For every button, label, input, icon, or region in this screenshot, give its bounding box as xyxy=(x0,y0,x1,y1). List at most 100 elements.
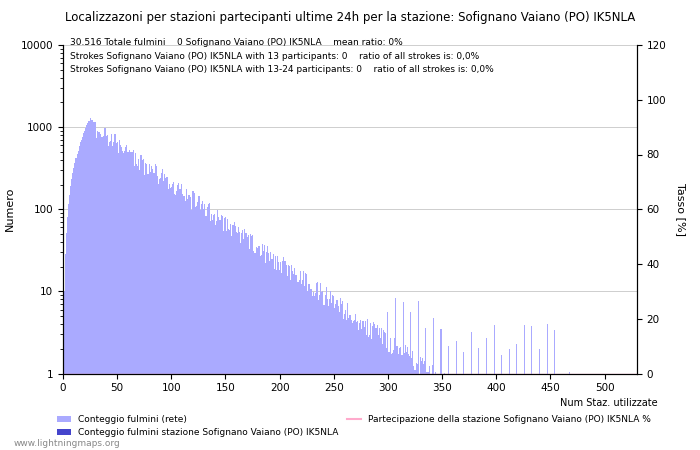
Bar xyxy=(96,138,97,450)
Bar xyxy=(328,306,329,450)
Bar xyxy=(632,433,634,450)
Bar xyxy=(256,248,258,450)
Bar xyxy=(477,382,478,450)
Bar xyxy=(220,215,222,450)
Bar xyxy=(375,328,377,450)
Bar xyxy=(498,382,499,450)
Bar xyxy=(290,280,291,450)
Bar xyxy=(158,184,159,450)
Bar xyxy=(94,122,95,450)
Bar xyxy=(215,225,216,450)
Bar xyxy=(624,420,626,450)
Bar xyxy=(93,122,94,450)
Partecipazione della stazione Sofignano Vaiano (PO) IK5NLA % xyxy=(160,371,169,376)
Bar xyxy=(412,351,414,450)
Bar xyxy=(267,246,268,450)
Bar xyxy=(433,318,434,450)
Bar xyxy=(174,194,175,450)
Bar xyxy=(629,435,630,450)
Bar xyxy=(557,382,559,450)
Bar xyxy=(305,274,306,450)
Bar xyxy=(583,428,584,450)
Y-axis label: Tasso [%]: Tasso [%] xyxy=(676,183,686,236)
Bar xyxy=(577,382,578,450)
Bar xyxy=(205,216,206,450)
Bar xyxy=(473,382,474,450)
Bar xyxy=(618,422,619,450)
Legend: Conteggio fulmini (rete), Conteggio fulmini stazione Sofignano Vaiano (PO) IK5NL: Conteggio fulmini (rete), Conteggio fulm… xyxy=(53,411,655,441)
Partecipazione della stazione Sofignano Vaiano (PO) IK5NLA % xyxy=(308,371,316,376)
Bar xyxy=(206,207,208,450)
Bar xyxy=(462,382,463,450)
Bar xyxy=(494,325,495,450)
Bar xyxy=(151,166,153,450)
Bar xyxy=(236,232,237,450)
Bar xyxy=(505,382,507,450)
Bar xyxy=(64,254,66,450)
Bar xyxy=(419,374,420,450)
Bar xyxy=(540,382,541,450)
Bar xyxy=(109,143,110,450)
Bar xyxy=(227,219,228,450)
Bar xyxy=(619,427,620,450)
Bar xyxy=(501,355,502,450)
Bar xyxy=(634,429,636,450)
Bar xyxy=(397,346,398,450)
Bar xyxy=(327,299,328,450)
Bar xyxy=(542,382,543,450)
Bar xyxy=(242,230,244,450)
Bar xyxy=(160,178,161,450)
Bar xyxy=(356,322,357,450)
Y-axis label: Numero: Numero xyxy=(5,187,15,231)
Bar xyxy=(298,282,299,450)
Partecipazione della stazione Sofignano Vaiano (PO) IK5NLA % xyxy=(603,371,611,376)
Bar xyxy=(252,235,253,450)
Bar xyxy=(584,449,586,450)
Bar xyxy=(262,251,264,450)
Bar xyxy=(371,339,372,450)
Bar xyxy=(164,174,165,450)
Bar xyxy=(70,186,71,450)
Bar xyxy=(335,304,337,450)
Bar xyxy=(525,382,526,450)
Bar xyxy=(410,311,411,450)
Bar xyxy=(100,134,102,450)
Bar xyxy=(216,220,217,450)
Bar xyxy=(536,382,537,450)
Bar xyxy=(105,128,106,450)
Bar xyxy=(391,354,392,450)
Bar xyxy=(482,382,483,450)
Bar xyxy=(229,230,230,450)
Bar xyxy=(541,382,542,450)
Bar xyxy=(449,382,450,450)
Bar xyxy=(240,243,241,450)
Bar xyxy=(507,382,508,450)
Bar xyxy=(127,152,129,450)
Bar xyxy=(575,429,576,450)
Bar xyxy=(576,423,577,450)
Bar xyxy=(438,381,440,450)
Bar xyxy=(444,382,446,450)
Bar xyxy=(146,164,147,450)
Bar xyxy=(230,224,232,450)
Bar xyxy=(529,382,531,450)
Bar xyxy=(559,382,561,450)
Bar xyxy=(464,382,466,450)
Bar xyxy=(99,132,100,450)
Bar xyxy=(612,418,614,450)
Bar xyxy=(435,373,436,450)
Bar xyxy=(402,302,404,450)
Bar xyxy=(596,421,598,450)
Bar xyxy=(254,253,256,450)
Bar xyxy=(132,152,133,450)
Bar xyxy=(203,209,204,450)
Bar xyxy=(204,203,205,450)
Bar xyxy=(474,382,475,450)
Bar xyxy=(122,151,123,450)
Bar xyxy=(218,217,220,450)
Bar xyxy=(423,364,424,450)
Partecipazione della stazione Sofignano Vaiano (PO) IK5NLA % xyxy=(496,371,504,376)
Bar xyxy=(361,329,363,450)
Bar xyxy=(191,210,193,450)
Bar xyxy=(200,210,201,450)
